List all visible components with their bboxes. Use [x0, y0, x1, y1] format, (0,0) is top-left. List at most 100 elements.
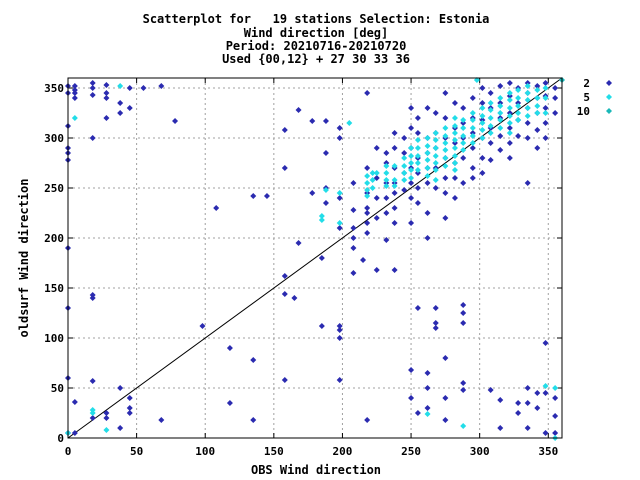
data-point: [336, 323, 343, 329]
data-point: [515, 87, 522, 93]
data-point: [451, 145, 458, 151]
data-point: [391, 205, 398, 211]
data-point: [414, 167, 421, 173]
data-point: [89, 92, 96, 98]
data-point: [364, 165, 371, 171]
data-point: [469, 125, 476, 131]
data-point: [479, 85, 486, 91]
x-tick-label: 250: [401, 445, 421, 458]
data-point: [71, 83, 78, 89]
data-point: [117, 110, 124, 116]
data-point: [414, 200, 421, 206]
data-point: [346, 120, 353, 126]
title-line-2: Wind direction [deg]: [244, 26, 389, 40]
data-point: [424, 105, 431, 111]
data-point: [460, 320, 467, 326]
data-point: [401, 177, 408, 183]
data-point: [524, 83, 531, 89]
data-point: [487, 100, 494, 106]
data-point: [103, 415, 110, 421]
data-point: [336, 195, 343, 201]
data-point: [89, 85, 96, 91]
data-point: [71, 90, 78, 96]
data-point: [479, 135, 486, 141]
data-point: [336, 125, 343, 131]
y-tick-label: 100: [44, 332, 64, 345]
data-point: [408, 395, 415, 401]
data-point: [103, 115, 110, 121]
data-point: [432, 110, 439, 116]
data-point: [460, 380, 467, 386]
data-point: [364, 417, 371, 423]
data-point: [460, 387, 467, 393]
legend-marker: [606, 94, 612, 100]
title-line-4: Used {00,12} + 27 30 33 36: [222, 52, 410, 66]
series-5-points: [65, 77, 559, 441]
data-point: [442, 90, 449, 96]
data-point: [71, 115, 78, 121]
data-point: [460, 180, 467, 186]
data-point: [373, 267, 380, 273]
data-point: [515, 95, 522, 101]
data-point: [542, 105, 549, 111]
data-point: [364, 220, 371, 226]
y-axis-label: oldsurf Wind direction: [17, 179, 31, 338]
x-tick-label: 300: [470, 445, 490, 458]
data-point: [369, 170, 376, 176]
data-point: [117, 425, 124, 431]
data-point: [542, 430, 549, 436]
data-point: [281, 127, 288, 133]
y-tick-label: 350: [44, 82, 64, 95]
data-point: [487, 90, 494, 96]
data-point: [117, 83, 124, 89]
data-point: [414, 185, 421, 191]
data-point: [524, 97, 531, 103]
data-point: [497, 133, 504, 139]
data-point: [442, 175, 449, 181]
data-point: [497, 425, 504, 431]
data-point: [322, 200, 329, 206]
data-point: [103, 427, 110, 433]
data-point: [424, 150, 431, 156]
data-point: [432, 137, 439, 143]
data-point: [542, 85, 549, 91]
data-point: [487, 140, 494, 146]
data-point: [322, 150, 329, 156]
data-point: [506, 80, 513, 86]
data-point: [506, 125, 513, 131]
data-point: [479, 100, 486, 106]
data-point: [364, 180, 371, 186]
data-point: [451, 167, 458, 173]
data-point: [524, 180, 531, 186]
data-point: [126, 395, 133, 401]
data-point: [524, 135, 531, 141]
data-point: [364, 187, 371, 193]
data-point: [542, 95, 549, 101]
legend-marker: [606, 108, 612, 114]
data-point: [140, 85, 147, 91]
data-point: [126, 405, 133, 411]
x-tick-label: 100: [195, 445, 215, 458]
data-point: [542, 80, 549, 86]
data-point: [442, 163, 449, 169]
data-point: [336, 135, 343, 141]
data-point: [158, 83, 165, 89]
data-point: [364, 193, 371, 199]
data-point: [336, 327, 343, 333]
data-point: [408, 160, 415, 166]
data-point: [469, 175, 476, 181]
identity-reference-line: [67, 77, 563, 439]
data-point: [432, 145, 439, 151]
x-tick-label: 50: [130, 445, 143, 458]
data-point: [479, 113, 486, 119]
data-point: [401, 163, 408, 169]
data-point: [391, 267, 398, 273]
data-point: [451, 115, 458, 121]
data-point: [199, 323, 206, 329]
data-point: [534, 103, 541, 109]
data-point: [281, 291, 288, 297]
data-point: [506, 140, 513, 146]
data-point: [479, 105, 486, 111]
data-point: [534, 87, 541, 93]
